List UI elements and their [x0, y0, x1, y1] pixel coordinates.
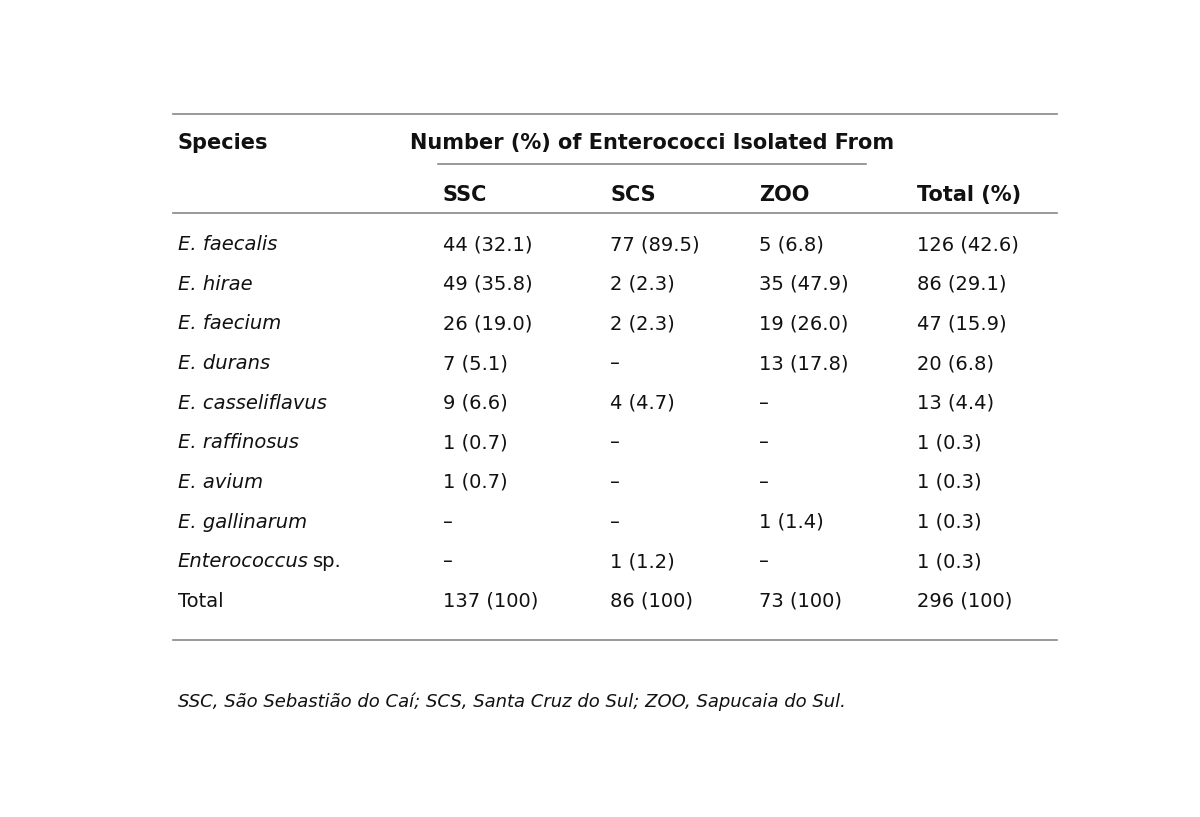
- Text: 1 (0.3): 1 (0.3): [917, 552, 982, 571]
- Text: 296 (100): 296 (100): [917, 592, 1013, 611]
- Text: –: –: [611, 433, 620, 453]
- Text: 73 (100): 73 (100): [760, 592, 842, 611]
- Text: 126 (42.6): 126 (42.6): [917, 235, 1019, 254]
- Text: 77 (89.5): 77 (89.5): [611, 235, 700, 254]
- Text: 1 (0.3): 1 (0.3): [917, 512, 982, 532]
- Text: Total: Total: [178, 592, 223, 611]
- Text: –: –: [611, 512, 620, 532]
- Text: 20 (6.8): 20 (6.8): [917, 354, 995, 373]
- Text: Total (%): Total (%): [917, 185, 1021, 205]
- Text: 49 (35.8): 49 (35.8): [443, 275, 533, 294]
- Text: 1 (0.3): 1 (0.3): [917, 473, 982, 492]
- Text: 1 (0.3): 1 (0.3): [917, 433, 982, 453]
- Text: 1 (1.4): 1 (1.4): [760, 512, 824, 532]
- Text: SCS: SCS: [611, 185, 656, 205]
- Text: 44 (32.1): 44 (32.1): [443, 235, 533, 254]
- Text: E. casseliflavus: E. casseliflavus: [178, 394, 326, 413]
- Text: 137 (100): 137 (100): [443, 592, 539, 611]
- Text: –: –: [760, 394, 769, 413]
- Text: 7 (5.1): 7 (5.1): [443, 354, 508, 373]
- Text: E. gallinarum: E. gallinarum: [178, 512, 307, 532]
- Text: E. raffinosus: E. raffinosus: [178, 433, 299, 453]
- Text: –: –: [611, 473, 620, 492]
- Text: 9 (6.6): 9 (6.6): [443, 394, 508, 413]
- Text: E. avium: E. avium: [178, 473, 263, 492]
- Text: –: –: [760, 433, 769, 453]
- Text: 1 (0.7): 1 (0.7): [443, 433, 508, 453]
- Text: 1 (1.2): 1 (1.2): [611, 552, 676, 571]
- Text: 2 (2.3): 2 (2.3): [611, 315, 676, 333]
- Text: –: –: [760, 473, 769, 492]
- Text: 86 (29.1): 86 (29.1): [917, 275, 1007, 294]
- Text: SSC, São Sebastião do Caí; SCS, Santa Cruz do Sul; ZOO, Sapucaia do Sul.: SSC, São Sebastião do Caí; SCS, Santa Cr…: [178, 693, 846, 711]
- Text: –: –: [760, 552, 769, 571]
- Text: 13 (17.8): 13 (17.8): [760, 354, 848, 373]
- Text: SSC: SSC: [443, 185, 487, 205]
- Text: 2 (2.3): 2 (2.3): [611, 275, 676, 294]
- Text: –: –: [443, 512, 452, 532]
- Text: 47 (15.9): 47 (15.9): [917, 315, 1007, 333]
- Text: E. durans: E. durans: [178, 354, 270, 373]
- Text: E. faecium: E. faecium: [178, 315, 281, 333]
- Text: 86 (100): 86 (100): [611, 592, 694, 611]
- Text: –: –: [611, 354, 620, 373]
- Text: 19 (26.0): 19 (26.0): [760, 315, 848, 333]
- Text: sp.: sp.: [313, 552, 342, 571]
- Text: 35 (47.9): 35 (47.9): [760, 275, 848, 294]
- Text: E. faecalis: E. faecalis: [178, 235, 277, 254]
- Text: Species: Species: [178, 132, 269, 153]
- Text: Number (%) of Enterococci Isolated From: Number (%) of Enterococci Isolated From: [410, 132, 894, 153]
- Text: 13 (4.4): 13 (4.4): [917, 394, 995, 413]
- Text: ZOO: ZOO: [760, 185, 810, 205]
- Text: E. hirae: E. hirae: [178, 275, 252, 294]
- Text: 26 (19.0): 26 (19.0): [443, 315, 533, 333]
- Text: 1 (0.7): 1 (0.7): [443, 473, 508, 492]
- Text: –: –: [443, 552, 452, 571]
- Text: 4 (4.7): 4 (4.7): [611, 394, 676, 413]
- Text: Enterococcus: Enterococcus: [178, 552, 308, 571]
- Text: 5 (6.8): 5 (6.8): [760, 235, 824, 254]
